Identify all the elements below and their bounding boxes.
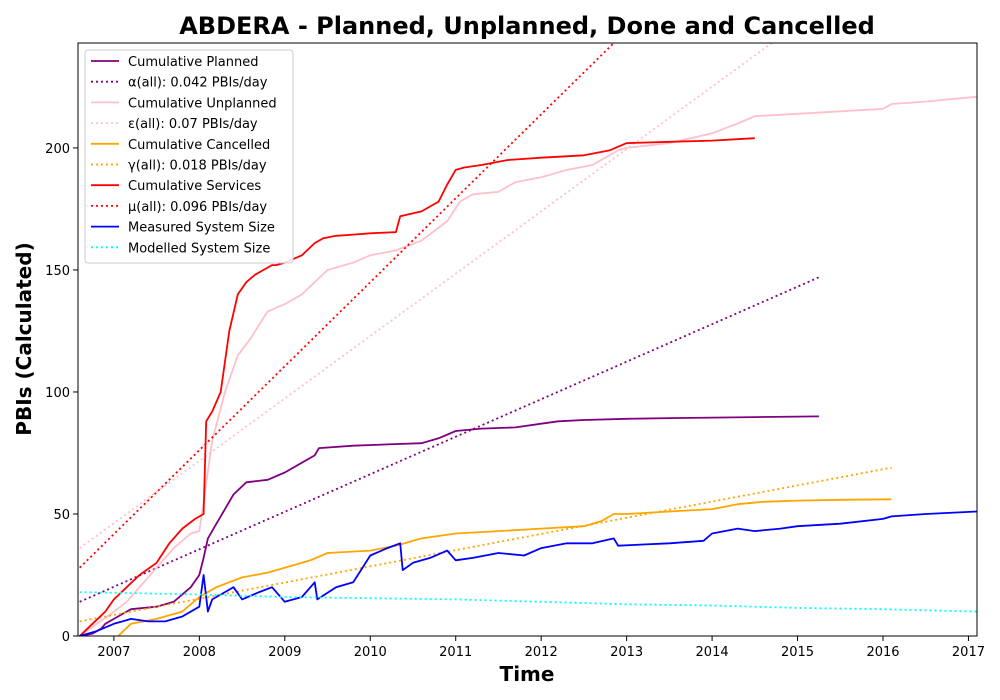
series-line-measured-system-size-8 — [79, 510, 977, 636]
x-axis: 2007 2008 2009 2010 2011 2012 2013 2014 2015 2016… — [97, 636, 985, 660]
plot-area-frame — [77, 42, 978, 637]
x-tick-label: 2013 — [610, 645, 643, 660]
legend-label-all-0-042-pbis-day-1: α(all): 0.042 PBIs/day — [128, 76, 268, 91]
x-tick-label: 2009 — [268, 645, 301, 660]
legend-label-modelled-system-size-9: Modelled System Size — [128, 241, 270, 256]
x-tick-label: 2007 — [97, 645, 130, 660]
series-line-cumulative-cancelled-4 — [117, 498, 892, 636]
x-axis-label: Time — [500, 662, 555, 686]
y-tick-label: 0 — [62, 630, 70, 645]
x-tick-label: 2016 — [866, 645, 899, 660]
series-line-cumulative-unplanned-2 — [79, 95, 977, 636]
x-tick-label: 2011 — [439, 645, 472, 660]
x-tick-label: 2008 — [183, 645, 216, 660]
legend-label-measured-system-size-8: Measured System Size — [128, 221, 275, 236]
legend-label-cumulative-unplanned-2: Cumulative Unplanned — [128, 96, 277, 111]
legend: Cumulative Planned α(all): 0.042 PBIs/day… — [84, 49, 294, 264]
y-axis-label: PBIs (Calculated) — [12, 242, 36, 435]
series-line-all-0-018-pbis-day-5 — [79, 466, 892, 623]
legend-label-all-0-096-pbis-day-7: μ(all): 0.096 PBIs/day — [128, 200, 267, 215]
chart-title: ABDERA - Planned, Unplanned, Done and Ca… — [179, 12, 875, 40]
legend-label-all-0-018-pbis-day-5: γ(all): 0.018 PBIs/day — [128, 159, 267, 174]
legend-label-cumulative-planned-0: Cumulative Planned — [128, 55, 258, 70]
x-tick-label: 2014 — [696, 645, 729, 660]
y-tick-label: 50 — [53, 508, 70, 523]
x-tick-label: 2017 — [952, 645, 985, 660]
series-line-modelled-system-size-9 — [79, 591, 977, 613]
y-tick-label: 100 — [45, 386, 70, 401]
legend-label-cumulative-cancelled-4: Cumulative Cancelled — [128, 138, 270, 153]
x-tick-label: 2012 — [525, 645, 558, 660]
y-axis: 0 50 100 150 200 — [45, 142, 78, 645]
legend-label-all-0-07-pbis-day-3: ε(all): 0.07 PBIs/day — [128, 117, 258, 132]
y-tick-label: 200 — [45, 142, 70, 157]
legend-label-cumulative-services-6: Cumulative Services — [128, 179, 261, 194]
y-tick-label: 150 — [45, 264, 70, 279]
x-tick-label: 2015 — [781, 645, 814, 660]
x-tick-label: 2010 — [354, 645, 387, 660]
series-layer — [79, 43, 977, 636]
legend-box — [84, 49, 294, 264]
series-line-cumulative-planned-0 — [79, 415, 819, 636]
